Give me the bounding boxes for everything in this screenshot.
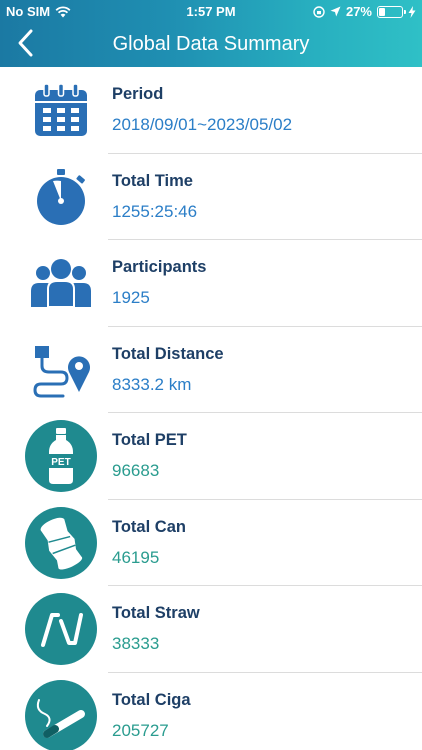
page-title: Global Data Summary — [112, 33, 310, 55]
item-value: 1925 — [112, 288, 150, 307]
item-label: Participants — [112, 258, 207, 276]
divider — [108, 152, 422, 154]
item-label: Total Distance — [112, 344, 224, 363]
calendar-icon — [25, 77, 97, 143]
participants-icon — [25, 250, 97, 316]
back-button[interactable] — [12, 26, 42, 60]
route-pin-icon — [25, 337, 97, 403]
divider — [108, 239, 422, 240]
list-item-total-distance: Total Distance 8333.2 km — [0, 327, 422, 413]
battery-percent: 27% — [345, 4, 372, 19]
header-bar: No SIM 1:57 PM 27% — [0, 0, 422, 67]
svg-text:PET: PET — [51, 457, 70, 468]
summary-list: Period 2018/09/01~2023/05/02 Total Time … — [0, 67, 422, 750]
divider — [108, 585, 422, 586]
carrier-text: No SIM — [6, 4, 51, 19]
straw-icon — [25, 593, 97, 665]
rotation-lock-icon — [313, 5, 325, 18]
item-label: Total Ciga — [112, 690, 191, 709]
item-value: 1255:25:46 — [112, 201, 198, 221]
divider — [108, 325, 422, 327]
pet-bottle-icon: PET — [25, 420, 97, 492]
status-bar: No SIM 1:57 PM 27% — [0, 0, 422, 22]
item-value: 8333.2 km — [112, 374, 192, 394]
item-value: 38333 — [112, 634, 160, 653]
charging-bolt-icon — [408, 5, 416, 18]
item-value: 96683 — [112, 461, 160, 480]
item-label: Total Time — [112, 171, 193, 190]
can-icon — [25, 506, 97, 579]
item-label: Period — [112, 85, 164, 103]
item-value: 205727 — [112, 720, 169, 740]
item-value: 46195 — [112, 547, 160, 567]
item-value: 2018/09/01~2023/05/02 — [112, 115, 293, 134]
list-item-participants: Participants 1925 — [0, 240, 422, 327]
list-item-total-time: Total Time 1255:25:46 — [0, 154, 422, 240]
location-arrow-icon — [330, 6, 341, 17]
list-item-period: Period 2018/09/01~2023/05/02 — [0, 67, 422, 154]
cigarette-icon — [25, 679, 97, 750]
clock-text: 1:57 PM — [186, 4, 236, 19]
stopwatch-icon — [25, 164, 97, 230]
list-item-total-pet: PET Total PET 96683 — [0, 413, 422, 500]
list-item-total-can: Total Can 46195 — [0, 500, 422, 586]
divider — [108, 671, 422, 673]
item-label: Total Can — [112, 517, 186, 536]
divider — [108, 412, 422, 413]
item-label: Total PET — [112, 431, 187, 449]
chevron-left-icon — [18, 29, 33, 57]
divider — [108, 498, 422, 500]
wifi-icon — [55, 5, 71, 17]
list-item-total-ciga: Total Ciga 205727 — [0, 673, 422, 750]
item-label: Total Straw — [112, 604, 200, 622]
battery-icon — [377, 5, 406, 18]
list-item-total-straw: Total Straw 38333 — [0, 586, 422, 673]
